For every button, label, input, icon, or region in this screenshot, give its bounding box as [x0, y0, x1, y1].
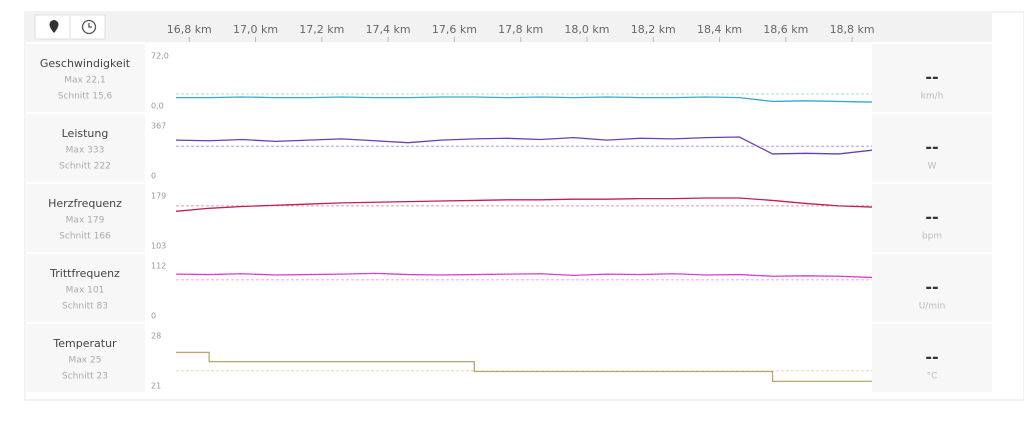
- x-tick-label: 18,4 km: [697, 23, 742, 36]
- x-tick-label: 18,0 km: [564, 23, 609, 36]
- data-line: [176, 96, 873, 103]
- row-max: Max 333: [66, 146, 105, 156]
- x-tick-label: 18,6 km: [763, 23, 808, 36]
- current-value: --: [925, 68, 938, 87]
- row-max: Max 179: [66, 216, 105, 226]
- y-tick-label: 179: [151, 192, 166, 201]
- clock-hands: [88, 23, 92, 28]
- y-tick-label: 0,0: [151, 102, 164, 111]
- row-title: Leistung: [62, 127, 109, 140]
- x-tick-label: 16,8 km: [167, 23, 212, 36]
- row-title: Trittfrequenz: [49, 267, 120, 280]
- row-average: Schnitt 23: [62, 372, 108, 382]
- row-average: Schnitt 15,6: [58, 92, 113, 102]
- value-cell: [872, 44, 992, 112]
- y-tick-label: 72,0: [151, 52, 169, 61]
- x-tick-label: 18,2 km: [631, 23, 676, 36]
- clock-icon: [81, 19, 97, 35]
- y-tick-label: 0: [151, 312, 156, 321]
- label-cell: [25, 44, 145, 112]
- y-tick-label: 0: [151, 172, 156, 181]
- data-line: [175, 272, 873, 279]
- unit: W: [928, 162, 937, 172]
- pin-icon: [49, 20, 59, 33]
- x-tick-label: 17,8 km: [498, 23, 543, 36]
- y-tick-label: 28: [151, 332, 161, 341]
- row-title: Herzfrequenz: [48, 197, 122, 210]
- y-tick-label: 103: [151, 242, 166, 251]
- row-title: Temperatur: [52, 337, 117, 350]
- header-bar: [25, 12, 992, 42]
- value-cell: [872, 184, 992, 252]
- current-value: --: [925, 208, 938, 227]
- value-cell: [872, 114, 992, 182]
- row-average: Schnitt 166: [59, 232, 111, 242]
- row-title: Geschwindigkeit: [40, 57, 131, 70]
- unit: bpm: [922, 232, 942, 242]
- current-value: --: [925, 348, 938, 367]
- x-tick-label: 17,0 km: [233, 23, 278, 36]
- row-average: Schnitt 83: [62, 302, 108, 312]
- x-tick-label: 18,8 km: [830, 23, 875, 36]
- label-cell: [25, 114, 145, 182]
- data-line: [176, 351, 872, 383]
- label-cell: [25, 184, 145, 252]
- y-tick-label: 367: [151, 122, 166, 131]
- x-tick-label: 17,4 km: [366, 23, 411, 36]
- label-cell: [25, 254, 145, 322]
- y-tick-label: 21: [151, 382, 161, 391]
- x-tick-label: 17,6 km: [432, 23, 477, 36]
- row-max: Max 25: [69, 356, 102, 366]
- row-max: Max 101: [66, 286, 105, 296]
- data-line: [175, 197, 873, 212]
- map-pin-button[interactable]: [49, 20, 59, 33]
- unit: °C: [927, 372, 938, 382]
- clock-button[interactable]: [81, 19, 97, 35]
- label-cell: [25, 324, 145, 392]
- row-max: Max 22,1: [64, 76, 106, 86]
- value-cell: [872, 324, 992, 392]
- current-value: --: [925, 138, 938, 157]
- data-line: [175, 136, 873, 155]
- value-cell: [872, 254, 992, 322]
- row-average: Schnitt 222: [59, 162, 111, 172]
- x-tick-label: 17,2 km: [299, 23, 344, 36]
- unit: km/h: [921, 92, 944, 102]
- current-value: --: [925, 278, 938, 297]
- y-tick-label: 112: [151, 262, 166, 271]
- unit: U/min: [919, 302, 946, 312]
